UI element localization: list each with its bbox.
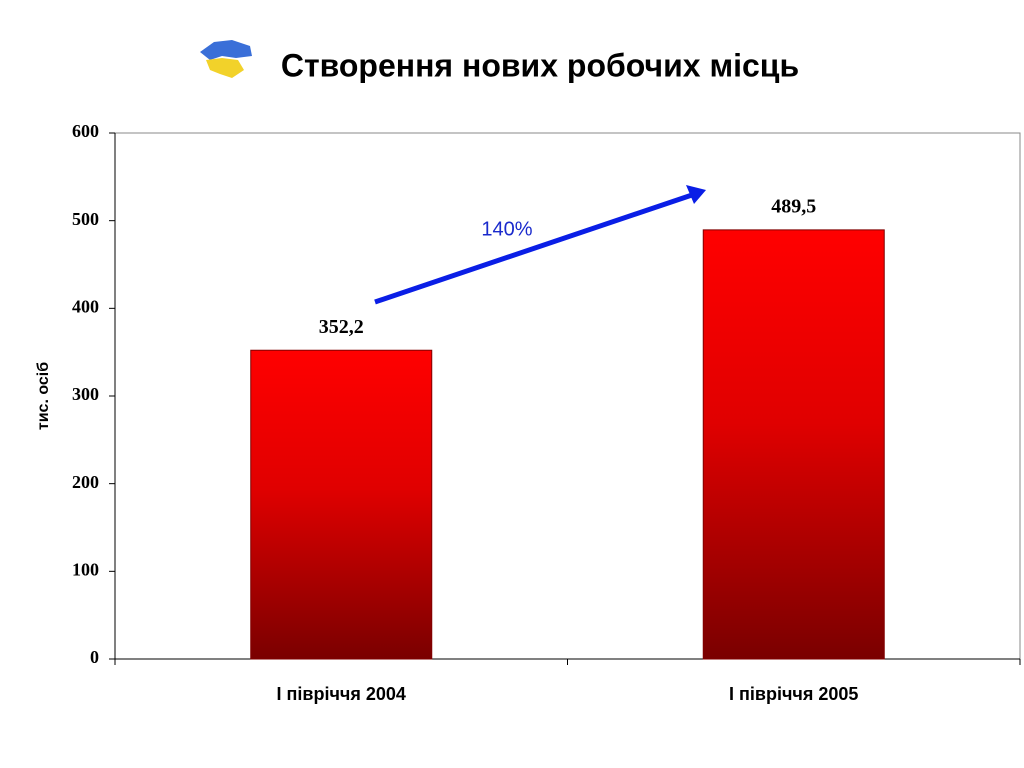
y-tick-label: 300 <box>72 384 99 404</box>
y-tick-label: 100 <box>72 559 99 579</box>
y-tick-label: 400 <box>72 296 99 316</box>
value-label: 352,2 <box>319 316 364 338</box>
y-tick-label: 600 <box>72 121 99 141</box>
x-tick-label: І півріччя 2005 <box>729 684 858 704</box>
value-label: 489,5 <box>771 195 816 217</box>
y-tick-label: 500 <box>72 209 99 229</box>
y-tick-label: 0 <box>90 647 99 667</box>
bar <box>250 349 433 660</box>
annotation: 140% <box>481 218 532 240</box>
y-tick-label: 200 <box>72 472 99 492</box>
trend-arrow <box>374 192 693 305</box>
y-axis-label: тис. осіб <box>35 362 52 430</box>
arrow-head <box>686 185 706 204</box>
chart-title: Створення нових робочих місць <box>281 47 799 83</box>
logo <box>200 40 252 78</box>
bar <box>702 229 885 660</box>
x-tick-label: І півріччя 2004 <box>277 684 406 704</box>
